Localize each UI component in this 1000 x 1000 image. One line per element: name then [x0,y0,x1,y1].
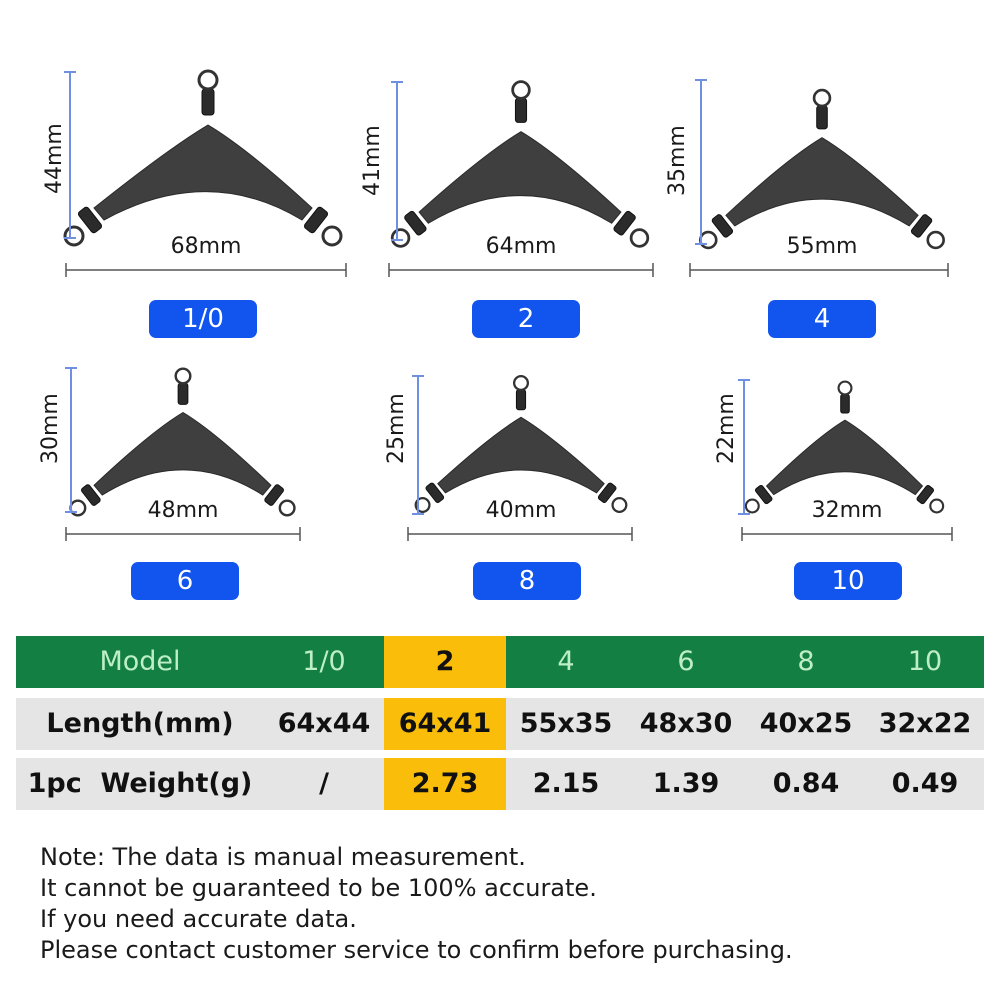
table-cell: / [319,768,329,799]
width-dimension-line [407,527,633,541]
height-dimension-line [738,379,750,515]
table-cell: 40x25 [759,708,853,739]
table-cell: 0.84 [772,768,840,799]
table-cell: 48x30 [639,708,733,739]
table-row-length: Length(mm) 64x44 64x41 55x35 48x30 40x25… [16,698,984,750]
row-label: Model [99,646,181,677]
model-badge: 4 [768,300,876,338]
three-way-swivel-icon [699,88,945,250]
product-4: 35mm 55mm 4 [0,0,960,345]
table-cell: 6 [677,646,695,677]
three-way-swivel-icon [744,380,945,514]
table-cell: 1/0 [302,646,346,677]
width-dimension-line [65,527,301,541]
table-cell: 32x22 [878,708,972,739]
width-label: 48mm [147,498,219,523]
table-cell-highlighted: 2 [384,636,506,688]
row-label: 1pc Weight(g) [27,768,253,799]
table-cell: 10 [907,646,943,677]
note-line: Please contact customer service to confi… [40,936,793,964]
height-dimension-line [65,367,77,513]
table-cell: 8 [797,646,815,677]
product-6: 30mm 48mm 6 [0,0,320,610]
three-way-swivel-icon [69,367,296,517]
three-way-swivel-icon [63,69,343,247]
model-badge: 2 [472,300,580,338]
table-cell: 1.39 [652,768,720,799]
model-badge: 6 [131,562,239,600]
three-way-swivel-icon [414,374,628,514]
height-dimension-line [695,79,707,245]
product-2: 41mm 64mm 2 [0,0,660,345]
three-way-swivel-icon [390,80,650,248]
product-10: 22mm 32mm 10 [714,379,953,600]
table-cell: 55x35 [519,708,613,739]
width-label: 55mm [786,234,858,259]
table-row-weight: 1pc Weight(g) / 2.73 2.15 1.39 0.84 0.49 [16,758,984,810]
note-line: It cannot be guaranteed to be 100% accur… [40,874,597,902]
table-cell: 4 [557,646,575,677]
width-label: 40mm [485,498,557,523]
table-cell: 64x44 [277,708,371,739]
width-dimension-line [388,263,654,277]
product-8: 25mm 40mm 8 [0,0,660,610]
width-dimension-line [689,263,949,277]
width-dimension-line [741,527,953,541]
width-dimension-line [65,263,347,277]
width-label: 32mm [811,498,883,523]
notes: Note: The data is manual measurement. It… [40,842,793,966]
height-label: 22mm [714,393,739,464]
product-1-0: 44mm 68mm 1/0 [0,0,360,345]
height-dimension-line [391,81,403,241]
table-cell-highlighted: 2.73 [384,758,506,810]
model-badge: 1/0 [149,300,257,338]
table-cell: 2.15 [532,768,600,799]
table-cell-highlighted: 64x41 [384,698,506,750]
height-dimension-line [412,375,424,515]
width-label: 64mm [485,234,557,259]
model-badge: 10 [794,562,902,600]
height-dimension-line [64,71,76,239]
table-header-row: Model 1/0 2 4 6 8 10 [16,636,984,688]
row-label: Length(mm) [46,708,234,739]
note-line: If you need accurate data. [40,905,357,933]
note-line: Note: The data is manual measurement. [40,843,526,871]
width-label: 68mm [170,234,242,259]
table-cell: 0.49 [891,768,959,799]
model-badge: 8 [473,562,581,600]
